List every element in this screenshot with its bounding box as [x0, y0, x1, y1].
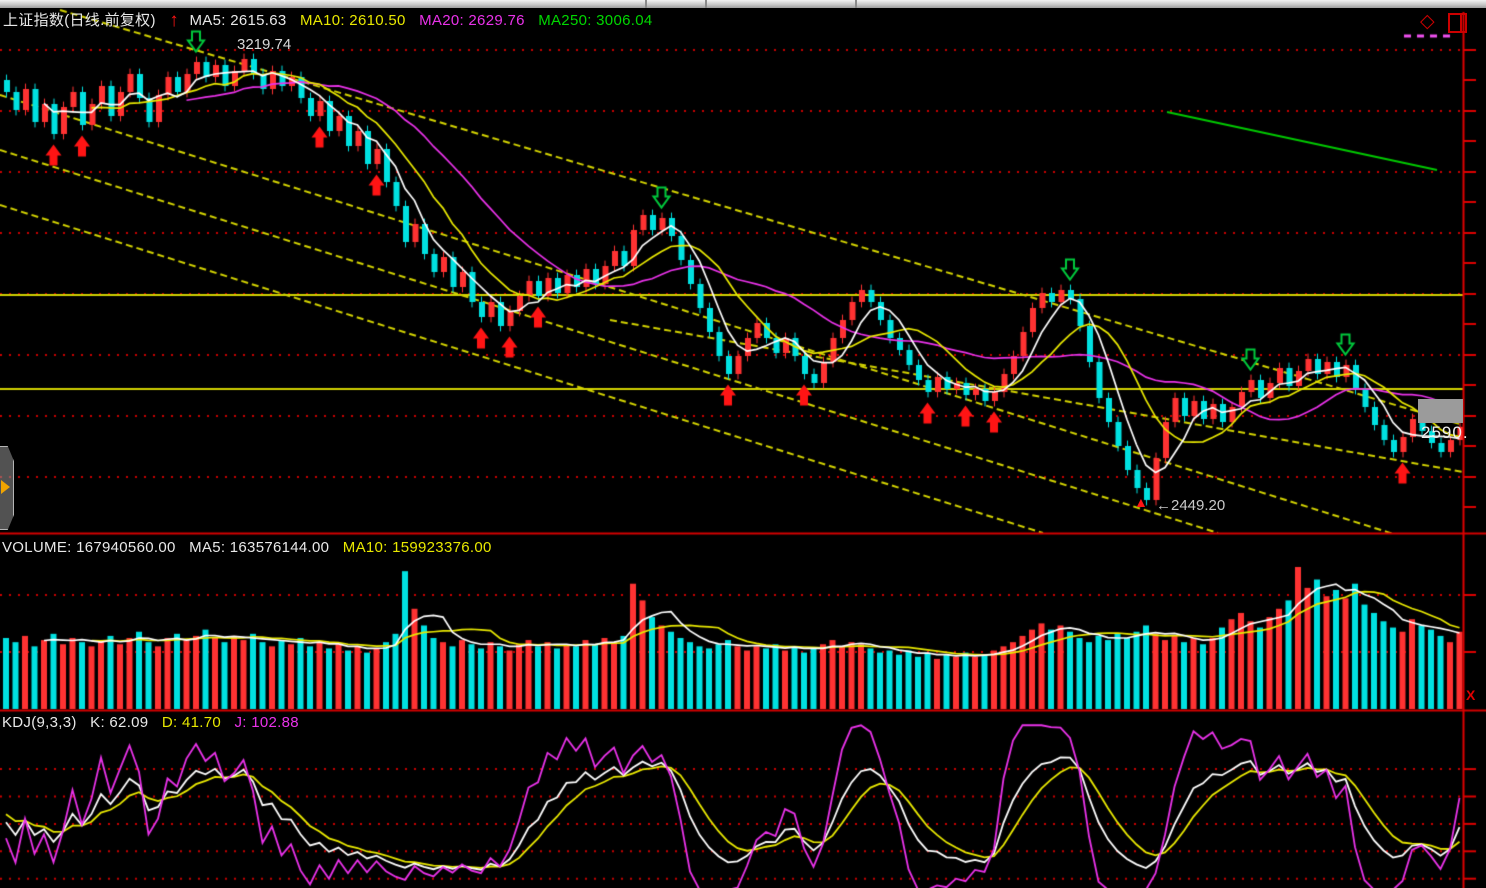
diamond-tool-icon[interactable]: ◇: [1420, 11, 1435, 32]
kdj-j-value: J: 102.88: [234, 714, 299, 731]
current-price-tag: [1418, 399, 1463, 423]
trough-marker-icon: ▲: [1134, 494, 1148, 510]
toolbar-separator: [705, 0, 707, 8]
kdj-name: KDJ(9,3,3): [2, 714, 77, 731]
last-price-label: 2590.: [1421, 423, 1469, 442]
peak-price-label: 3219.74: [237, 36, 292, 53]
volume-panel-header: VOLUME: 167940560.00 MA5: 163576144.00 M…: [2, 539, 501, 556]
x-axis-label: X: [1466, 687, 1476, 703]
trough-price-label: ←2449.20: [1156, 497, 1226, 514]
toolbar-bottom-strip: [0, 0, 1486, 8]
volume-ma5-value: MA5: 163576144.00: [189, 539, 330, 556]
kdj-k-value: K: 62.09: [90, 714, 149, 731]
instrument-title: 上证指数(日线.前复权): [3, 12, 156, 29]
kdj-d-value: D: 41.70: [161, 714, 222, 731]
sidebar-expand-tab[interactable]: [0, 446, 14, 530]
ma5-value: MA5: 2615.63: [189, 12, 287, 29]
ma20-value: MA20: 2629.76: [419, 12, 525, 29]
volume-value: VOLUME: 167940560.00: [2, 539, 176, 556]
ma250-value: MA250: 3006.04: [538, 12, 653, 29]
price-panel-header: 上证指数(日线.前复权) ↑ MA5: 2615.63 MA10: 2610.5…: [3, 9, 662, 31]
kdj-panel-header: KDJ(9,3,3) K: 62.09 D: 41.70 J: 102.88: [2, 714, 308, 731]
toolbar-separator: [855, 0, 857, 8]
split-window-icon-divider: [1460, 15, 1462, 31]
volume-ma10-value: MA10: 159923376.00: [342, 539, 492, 556]
toolbar-separator: [645, 0, 647, 8]
up-arrow-icon: ↑: [169, 10, 180, 31]
expand-arrow-icon: [1, 480, 10, 494]
ma10-value: MA10: 2610.50: [299, 12, 406, 29]
split-window-icon[interactable]: [1448, 13, 1467, 33]
